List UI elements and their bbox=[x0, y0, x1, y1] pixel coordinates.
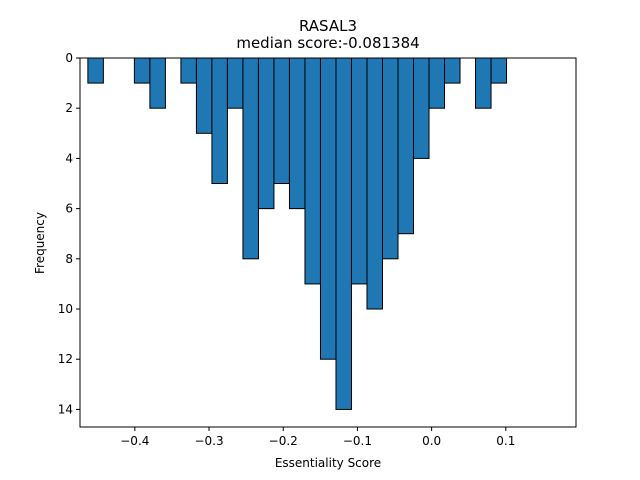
histogram-bar bbox=[195, 57, 213, 134]
histogram-bar bbox=[350, 57, 368, 285]
plot-frame bbox=[79, 57, 577, 428]
x-tick-label: −0.2 bbox=[269, 434, 298, 448]
y-tick-label: 6 bbox=[65, 202, 73, 216]
histogram-bar bbox=[413, 57, 430, 159]
x-tick-label: −0.3 bbox=[194, 434, 223, 448]
histogram-bar bbox=[490, 57, 508, 84]
x-tick-label: 0.1 bbox=[496, 434, 515, 448]
y-tick-label: 2 bbox=[65, 101, 73, 115]
histogram-bar bbox=[242, 57, 259, 260]
histogram-bar bbox=[257, 57, 275, 210]
histogram-bar bbox=[149, 57, 166, 109]
x-axis-label: Essentiality Score bbox=[275, 456, 381, 470]
y-tick-label: 12 bbox=[58, 352, 73, 366]
x-axis-ticks: −0.4 −0.3 −0.2 −0.1 0.0 0.1 bbox=[120, 427, 515, 448]
y-axis-ticks: 0 2 4 6 8 10 12 14 bbox=[58, 51, 80, 416]
x-tick-label: −0.1 bbox=[343, 434, 372, 448]
histogram-bar bbox=[133, 57, 151, 84]
y-axis-label: Frequency bbox=[33, 212, 47, 274]
histogram-bar bbox=[366, 57, 383, 310]
histogram-bar bbox=[288, 57, 306, 210]
chart-subtitle: median score:-0.081384 bbox=[236, 34, 419, 52]
histogram-bar bbox=[397, 57, 415, 235]
y-tick-label: 4 bbox=[65, 151, 73, 165]
histogram-bar bbox=[428, 57, 446, 109]
histogram-bar bbox=[273, 57, 290, 185]
histogram-bar bbox=[444, 57, 461, 84]
x-tick-label: 0.0 bbox=[422, 434, 441, 448]
histogram-bar bbox=[180, 57, 197, 84]
chart-title: RASAL3 bbox=[299, 17, 357, 35]
histogram-bar bbox=[475, 57, 492, 109]
y-tick-label: 0 bbox=[65, 51, 73, 65]
histogram-bar bbox=[87, 57, 104, 84]
x-tick-label: −0.4 bbox=[120, 434, 149, 448]
bar-group bbox=[87, 57, 508, 410]
y-tick-label: 10 bbox=[58, 302, 73, 316]
histogram-bar bbox=[381, 57, 399, 260]
y-tick-label: 8 bbox=[65, 252, 73, 266]
histogram-bar bbox=[226, 57, 244, 109]
histogram-bar bbox=[304, 57, 321, 285]
histogram-bar bbox=[319, 57, 337, 360]
histogram-bar bbox=[335, 57, 352, 410]
histogram-bar bbox=[211, 57, 228, 185]
y-tick-label: 14 bbox=[58, 402, 73, 416]
